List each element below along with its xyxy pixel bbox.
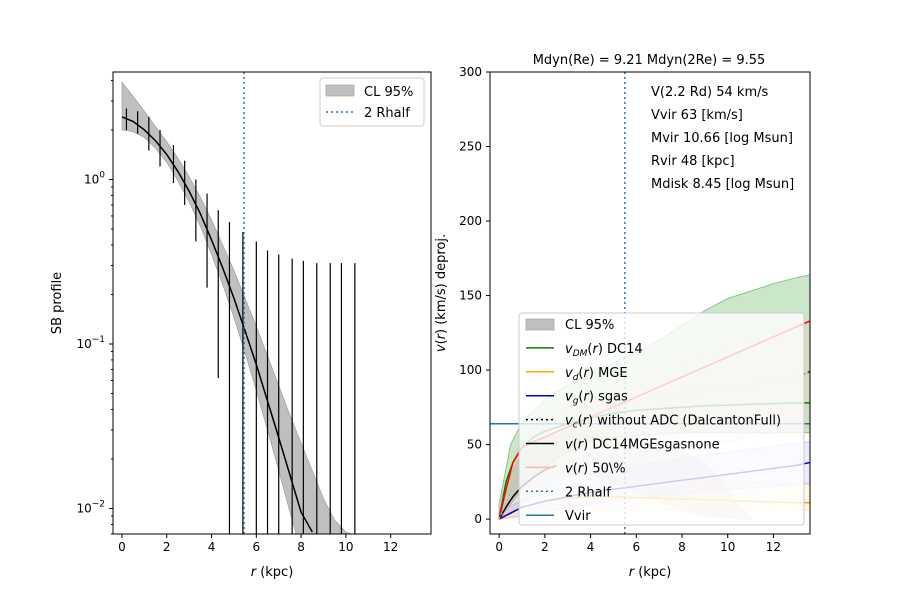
x-tick-label: 0 (118, 540, 126, 554)
y-tick-label: 0 (474, 512, 482, 526)
x-tick-label: 8 (297, 540, 305, 554)
y-tick-label: 10−1 (76, 335, 105, 351)
x-tick-label: 6 (253, 540, 261, 554)
legend-label-2-rhalf: 2 Rhalf (364, 106, 410, 121)
legend-label-v-g-r-sgas: vg(r) sgas (565, 390, 628, 407)
legend-label-v-r-50-: v(r) 50\% (565, 461, 626, 476)
y-tick-label: 300 (459, 65, 482, 79)
y-tick-label: 250 (459, 140, 482, 154)
annotation-text: Mvir 10.66 [log Msun] (651, 131, 793, 146)
legend-patch-cl-95- (525, 318, 555, 331)
legend-label-cl-95-: CL 95% (565, 318, 614, 333)
x-tick-label: 8 (678, 540, 686, 554)
right-legend: CL 95% vDM(r) DC14 vd(r) MGE vg(r) sgas vc(r… (518, 312, 805, 526)
model-curve (121, 116, 313, 533)
y-tick-label: 50 (467, 438, 482, 452)
x-tick-label: 12 (383, 540, 398, 554)
x-axis-label: r (kpc) (251, 565, 294, 580)
y-tick-label: 150 (459, 289, 482, 303)
legend-label-vvir: Vvir (565, 509, 591, 524)
left-legend: CL 95% 2 Rhalf (319, 77, 425, 127)
confidence-band-cl95 (121, 81, 353, 534)
annotation-text: V(2.2 Rd) 54 km/s (651, 85, 769, 100)
y-tick-label: 100 (84, 170, 105, 186)
legend-box (518, 312, 805, 526)
x-tick-label: 2 (163, 540, 171, 554)
legend-label-2-rhalf: 2 Rhalf (565, 485, 611, 500)
left-panel: 0 2 4 6 8 10 12 10−2 10−1 100 r (kpc) SB profile CL … (50, 71, 432, 580)
y-axis-label: v(r) (km/s) deproj. (434, 234, 449, 352)
y-tick-label: 200 (459, 214, 482, 228)
annotation-text: Vvir 63 [km/s] (651, 108, 743, 123)
x-tick-label: 10 (338, 540, 353, 554)
legend-label-v-r-dc14mgesgasnone: v(r) DC14MGEsgasnone (565, 438, 720, 453)
x-tick-label: 4 (208, 540, 216, 554)
right-axes-frame (489, 71, 811, 535)
left-plot-area (121, 72, 356, 534)
y-tick-label: 10−2 (76, 500, 105, 516)
right-title: Mdyn(Re) = 9.21 Mdyn(2Re) = 9.55 (533, 53, 766, 68)
x-tick-label: 6 (632, 540, 640, 554)
legend-label-v-c-r-without-adc-dalcantonfull-: vc(r) without ADC (DalcantonFull) (565, 414, 781, 431)
annotation-text: Mdisk 8.45 [log Msun] (651, 177, 794, 192)
legend-label-v-d-r-mge: vd(r) MGE (565, 366, 628, 383)
x-tick-label: 4 (587, 540, 595, 554)
x-tick-label: 2 (541, 540, 549, 554)
right-panel: 0 2 4 6 8 10 12 0 50 100 150 200 250 300 r (kpc) v(r) (… (434, 53, 811, 580)
annotation-text: Rvir 48 [kpc] (651, 154, 735, 169)
left-axes-frame (112, 71, 432, 535)
x-tick-label: 12 (766, 540, 781, 554)
y-tick-label: 100 (459, 363, 482, 377)
x-tick-label: 0 (495, 540, 503, 554)
x-axis-label: r (kpc) (629, 565, 672, 580)
y-axis-label: SB profile (50, 272, 65, 334)
legend-label-cl95: CL 95% (364, 85, 413, 100)
x-tick-label: 10 (720, 540, 735, 554)
legend-patch-cl95 (325, 84, 355, 97)
legend-label-v-dm-r-dc14: vDM(r) DC14 (565, 342, 643, 359)
